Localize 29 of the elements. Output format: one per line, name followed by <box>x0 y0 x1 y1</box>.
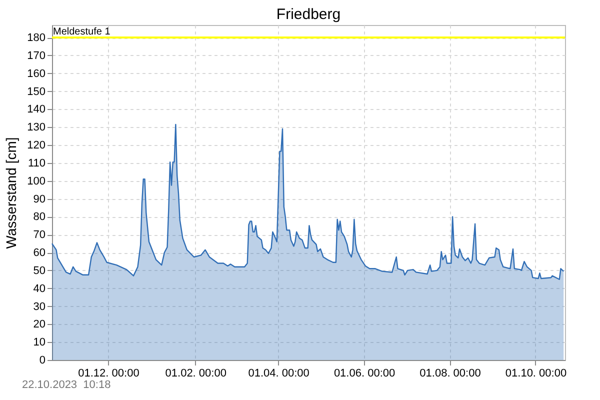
y-tick-label: 40 <box>33 282 46 295</box>
y-tick-label: 100 <box>27 175 46 188</box>
y-tick-label: 60 <box>33 247 46 260</box>
y-tick-label: 110 <box>28 157 46 170</box>
text: 22.10.2023 10:18 <box>22 379 111 391</box>
x-tick-label: 01.10. 00:00 <box>505 368 567 380</box>
y-tick-label: 180 <box>27 32 46 44</box>
y-tick-label: 160 <box>27 68 46 80</box>
y-tick-label: 130 <box>27 122 46 134</box>
x-tick-label: 01.12. 00:00 <box>78 368 140 380</box>
y-tick-label: 70 <box>33 229 46 242</box>
y-tick-label: 120 <box>27 140 46 152</box>
y-tick-label: 90 <box>33 193 46 206</box>
y-tick-label: 0 <box>39 354 46 366</box>
y-tick-label: 170 <box>27 50 46 62</box>
ref-line-label: Meldestufe 1 <box>53 26 111 38</box>
y-tick-label: 50 <box>33 264 46 277</box>
y-tick-label: 10 <box>33 336 46 349</box>
y-tick-label: 20 <box>33 318 46 331</box>
y-tick-label: 150 <box>27 86 46 98</box>
x-tick-label: 01.02. 00:00 <box>165 368 226 380</box>
chart-title: Friedberg <box>276 6 341 23</box>
y-tick-label: 80 <box>33 211 46 224</box>
x-tick-label: 01.04. 00:00 <box>248 368 310 380</box>
x-tick-label: 01.06. 00:00 <box>334 368 396 380</box>
y-axis-title: Wasserstand [cm] <box>3 137 20 249</box>
x-tick-label: 01.08. 00:00 <box>420 368 481 380</box>
y-tick-label: 30 <box>33 300 46 313</box>
y-tick-label: 140 <box>27 104 46 116</box>
